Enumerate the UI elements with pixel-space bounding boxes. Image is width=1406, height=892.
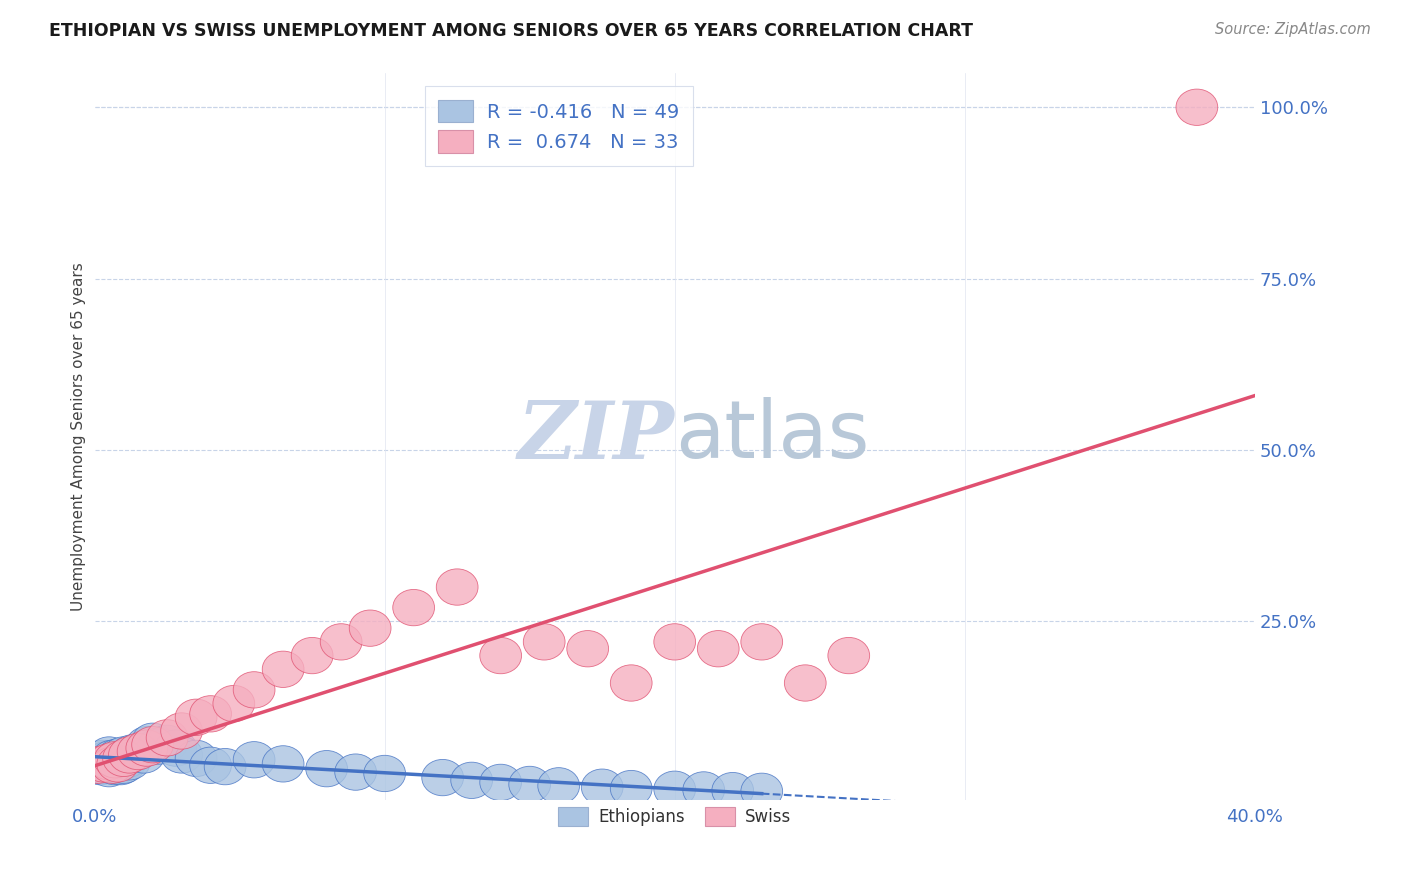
Ellipse shape — [97, 739, 139, 775]
Ellipse shape — [127, 730, 167, 766]
Ellipse shape — [567, 631, 609, 667]
Ellipse shape — [176, 699, 217, 735]
Ellipse shape — [160, 737, 202, 773]
Ellipse shape — [610, 771, 652, 806]
Ellipse shape — [146, 725, 188, 762]
Ellipse shape — [155, 730, 197, 766]
Ellipse shape — [263, 651, 304, 688]
Ellipse shape — [76, 747, 118, 783]
Ellipse shape — [741, 773, 783, 809]
Ellipse shape — [160, 713, 202, 749]
Text: ETHIOPIAN VS SWISS UNEMPLOYMENT AMONG SENIORS OVER 65 YEARS CORRELATION CHART: ETHIOPIAN VS SWISS UNEMPLOYMENT AMONG SE… — [49, 22, 973, 40]
Ellipse shape — [335, 754, 377, 790]
Ellipse shape — [86, 741, 127, 778]
Ellipse shape — [103, 740, 145, 777]
Ellipse shape — [538, 768, 579, 804]
Ellipse shape — [176, 740, 217, 777]
Y-axis label: Unemployment Among Seniors over 65 years: Unemployment Among Seniors over 65 years — [72, 262, 86, 611]
Ellipse shape — [263, 746, 304, 782]
Text: ZIP: ZIP — [517, 398, 675, 475]
Ellipse shape — [479, 638, 522, 673]
Ellipse shape — [89, 737, 129, 773]
Ellipse shape — [785, 665, 827, 701]
Ellipse shape — [83, 746, 124, 782]
Ellipse shape — [828, 638, 870, 673]
Ellipse shape — [103, 737, 145, 773]
Ellipse shape — [94, 744, 136, 780]
Ellipse shape — [654, 624, 696, 660]
Ellipse shape — [86, 747, 127, 783]
Ellipse shape — [436, 569, 478, 605]
Ellipse shape — [190, 747, 232, 783]
Ellipse shape — [111, 735, 153, 771]
Ellipse shape — [80, 744, 121, 780]
Ellipse shape — [94, 748, 136, 785]
Ellipse shape — [108, 744, 150, 780]
Ellipse shape — [97, 747, 139, 783]
Ellipse shape — [108, 737, 150, 773]
Ellipse shape — [89, 750, 129, 787]
Ellipse shape — [117, 733, 159, 770]
Ellipse shape — [212, 685, 254, 722]
Ellipse shape — [364, 756, 405, 791]
Ellipse shape — [581, 769, 623, 805]
Ellipse shape — [305, 750, 347, 787]
Ellipse shape — [83, 746, 124, 782]
Ellipse shape — [204, 748, 246, 785]
Ellipse shape — [100, 748, 142, 785]
Ellipse shape — [697, 631, 740, 667]
Ellipse shape — [683, 772, 724, 808]
Ellipse shape — [1175, 89, 1218, 126]
Legend: Ethiopians, Swiss: Ethiopians, Swiss — [550, 799, 800, 835]
Ellipse shape — [291, 638, 333, 673]
Ellipse shape — [233, 672, 276, 708]
Ellipse shape — [479, 764, 522, 800]
Ellipse shape — [190, 696, 232, 732]
Ellipse shape — [654, 771, 696, 807]
Ellipse shape — [509, 766, 551, 803]
Ellipse shape — [711, 772, 754, 809]
Ellipse shape — [523, 624, 565, 660]
Ellipse shape — [741, 624, 783, 660]
Text: Source: ZipAtlas.com: Source: ZipAtlas.com — [1215, 22, 1371, 37]
Ellipse shape — [105, 741, 148, 778]
Ellipse shape — [132, 726, 173, 763]
Text: atlas: atlas — [675, 397, 869, 475]
Ellipse shape — [422, 759, 464, 796]
Ellipse shape — [451, 762, 492, 798]
Ellipse shape — [100, 741, 142, 778]
Ellipse shape — [349, 610, 391, 647]
Ellipse shape — [76, 747, 118, 783]
Ellipse shape — [127, 726, 167, 763]
Ellipse shape — [91, 740, 132, 777]
Ellipse shape — [80, 748, 121, 785]
Ellipse shape — [138, 728, 180, 764]
Ellipse shape — [132, 723, 173, 759]
Ellipse shape — [97, 746, 139, 782]
Ellipse shape — [117, 733, 159, 770]
Ellipse shape — [610, 665, 652, 701]
Ellipse shape — [91, 746, 132, 782]
Ellipse shape — [122, 737, 165, 773]
Ellipse shape — [103, 747, 145, 783]
Ellipse shape — [83, 740, 124, 777]
Ellipse shape — [392, 590, 434, 626]
Ellipse shape — [94, 741, 136, 778]
Ellipse shape — [233, 741, 276, 778]
Ellipse shape — [146, 720, 188, 756]
Ellipse shape — [321, 624, 361, 660]
Ellipse shape — [89, 744, 129, 780]
Ellipse shape — [91, 747, 132, 783]
